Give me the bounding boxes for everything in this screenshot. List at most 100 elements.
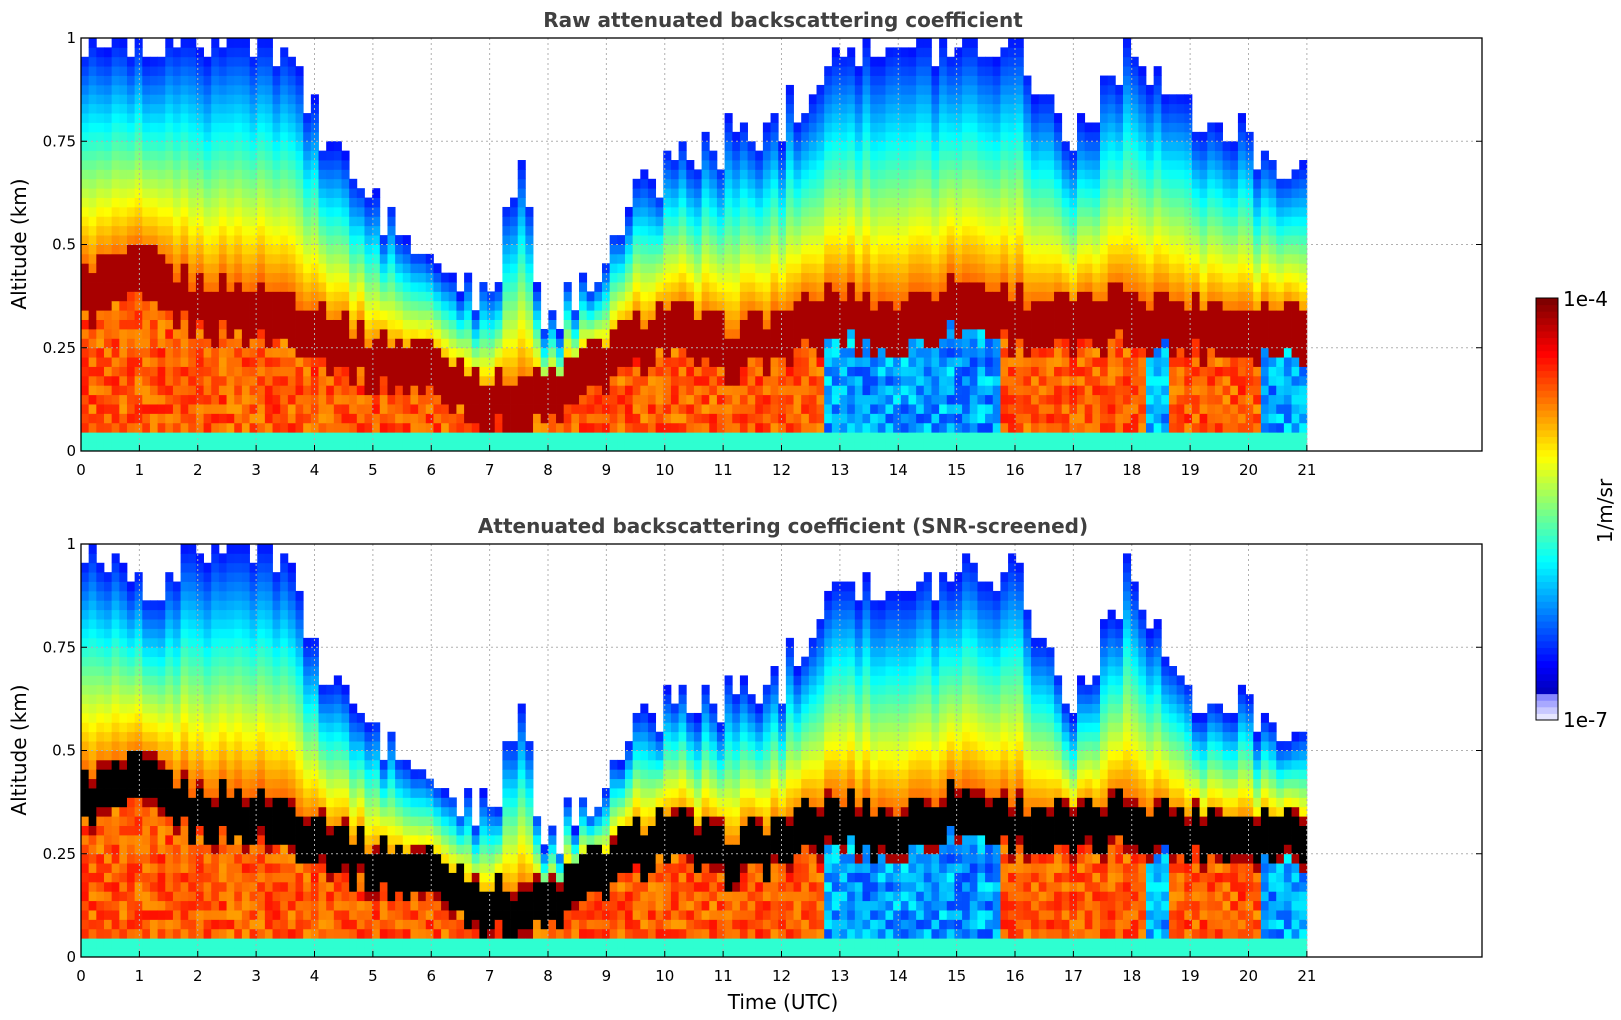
heatmap-cell [142, 394, 151, 405]
heatmap-cell [962, 413, 971, 424]
heatmap-cell [456, 413, 465, 424]
heatmap-cell [356, 328, 365, 339]
heatmap-cell [885, 169, 894, 180]
heatmap-cell [326, 178, 335, 189]
heatmap-cell [103, 47, 113, 58]
heatmap-cell [111, 206, 120, 217]
heatmap-cell [954, 432, 963, 443]
heatmap-cell [218, 422, 227, 433]
heatmap-cell [1145, 188, 1155, 198]
heatmap-cell [977, 432, 986, 443]
heatmap-cell [103, 113, 113, 123]
heatmap-cell [441, 272, 450, 283]
heatmap-cell [387, 394, 396, 405]
heatmap-cell [862, 404, 871, 414]
heatmap-cell [157, 178, 166, 189]
heatmap-cell [1046, 122, 1055, 133]
heatmap-cell [418, 347, 427, 358]
heatmap-cell [1084, 347, 1093, 358]
heatmap-cell [1038, 216, 1047, 227]
heatmap-cell [709, 225, 718, 236]
heatmap-cell [885, 66, 894, 76]
heatmap-cell [1077, 197, 1086, 208]
heatmap-cell [464, 432, 473, 443]
heatmap-cell [739, 357, 748, 367]
heatmap-cell [847, 141, 856, 152]
heatmap-cell [1115, 319, 1124, 330]
heatmap-cell [808, 94, 817, 105]
heatmap-cell [946, 122, 955, 133]
heatmap-cell [280, 188, 289, 198]
heatmap-cell [678, 197, 687, 208]
heatmap-cell [326, 272, 335, 283]
heatmap-cell [632, 347, 641, 358]
heatmap-cell [234, 235, 243, 245]
heatmap-cell [149, 394, 159, 405]
heatmap-column [134, 38, 143, 452]
heatmap-cell [785, 150, 794, 161]
heatmap-cell [257, 272, 266, 283]
heatmap-cell [632, 216, 641, 227]
heatmap-cell [686, 347, 695, 358]
heatmap-cell [985, 84, 994, 95]
heatmap-cell [241, 328, 250, 339]
heatmap-cell [211, 300, 220, 311]
heatmap-cell [647, 263, 657, 274]
heatmap-cell [785, 122, 794, 133]
heatmap-cell [356, 244, 365, 255]
heatmap-cell [1061, 253, 1070, 264]
heatmap-cell [640, 225, 649, 236]
heatmap-cell [1145, 441, 1155, 452]
heatmap-cell [502, 357, 511, 367]
heatmap-cell [525, 235, 534, 245]
heatmap-cell [877, 422, 886, 433]
heatmap-cell [471, 394, 480, 405]
heatmap-cell [1000, 122, 1009, 133]
heatmap-cell [885, 244, 894, 255]
heatmap-cell [264, 103, 273, 114]
heatmap-cell [893, 131, 902, 142]
heatmap-cell [931, 282, 940, 292]
heatmap-cell [134, 244, 143, 255]
heatmap-cell [280, 160, 289, 170]
heatmap-cell [533, 357, 542, 367]
heatmap-cell [632, 253, 641, 264]
heatmap-cell [81, 160, 90, 170]
heatmap-cell [755, 150, 764, 161]
heatmap-cell [333, 310, 342, 320]
heatmap-cell [234, 328, 243, 339]
heatmap-cell [287, 244, 296, 255]
heatmap-cell [234, 272, 243, 283]
heatmap-cell [1015, 113, 1024, 123]
heatmap-cell [824, 413, 833, 424]
heatmap-cell [1015, 169, 1024, 180]
heatmap-cell [755, 338, 764, 349]
heatmap-cell [149, 150, 159, 161]
heatmap-cell [839, 328, 848, 339]
heatmap-cell [724, 225, 733, 236]
heatmap-cell [1130, 310, 1139, 320]
heatmap-cell [172, 47, 181, 58]
heatmap-cell [1061, 160, 1070, 170]
heatmap-cell [1138, 347, 1147, 358]
heatmap-cell [126, 160, 136, 170]
heatmap-cell [900, 422, 909, 433]
heatmap-cell [234, 169, 243, 180]
heatmap-cell [854, 263, 863, 274]
heatmap-cell [264, 282, 273, 292]
heatmap-cell [203, 188, 212, 198]
heatmap-cell [755, 291, 764, 302]
heatmap-cell [816, 366, 825, 377]
heatmap-cell [1122, 206, 1132, 217]
heatmap-cell [1122, 131, 1132, 142]
heatmap-cell [448, 413, 457, 424]
heatmap-cell [985, 282, 994, 292]
heatmap-cell [433, 432, 442, 443]
heatmap-cell [1000, 188, 1009, 198]
heatmap-cell [81, 103, 90, 114]
heatmap-cell [701, 404, 710, 414]
heatmap-cell [793, 150, 802, 161]
heatmap-cell [1031, 432, 1040, 443]
heatmap-cell [280, 216, 289, 227]
heatmap-cell [954, 160, 963, 170]
